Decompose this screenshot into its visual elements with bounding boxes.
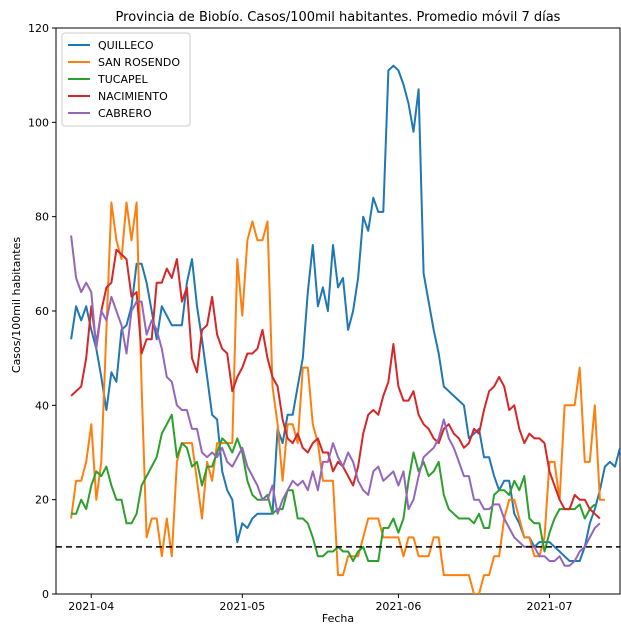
series-line-quilleco [70,64,620,562]
legend-label: TUCAPEL [97,73,149,86]
x-tick-label: 2021-04 [68,600,114,613]
legend-label: QUILLECO [98,39,154,52]
x-tick-label: 2021-05 [219,600,265,613]
y-tick-label: 120 [28,22,49,35]
y-tick-label: 0 [42,588,49,601]
legend-box [61,32,191,127]
y-tick-label: 80 [35,211,49,224]
series-line-tucapel [71,413,596,562]
plot-area: 0 20 40 60 80 100 120 2021-04 2021-05 2021-06 2021… [28,22,621,613]
series-line-cabrero [70,235,601,567]
legend-label: SAN ROSENDO [98,56,180,69]
series-line-san-rosendo [70,201,605,594]
legend-label: CABRERO [98,107,152,120]
legend: QUILLECO SAN ROSENDO TUCAPEL NACIMIENTO CABR… [61,32,191,127]
series-line-nacimiento [70,248,601,520]
legend-label: NACIMIENTO [98,90,168,103]
x-tick-label: 2021-06 [375,600,421,613]
y-tick-label: 100 [28,116,49,129]
x-axis-label: Fecha [322,612,354,625]
y-tick-label: 40 [35,399,49,412]
y-tick-label: 20 [35,494,49,507]
y-tick-label: 60 [35,305,49,318]
x-tick-label: 2021-07 [527,600,573,613]
chart-title: Provincia de Biobío. Casos/100mil habita… [116,10,561,25]
y-axis-label: Casos/100mil habitantes [10,237,23,373]
